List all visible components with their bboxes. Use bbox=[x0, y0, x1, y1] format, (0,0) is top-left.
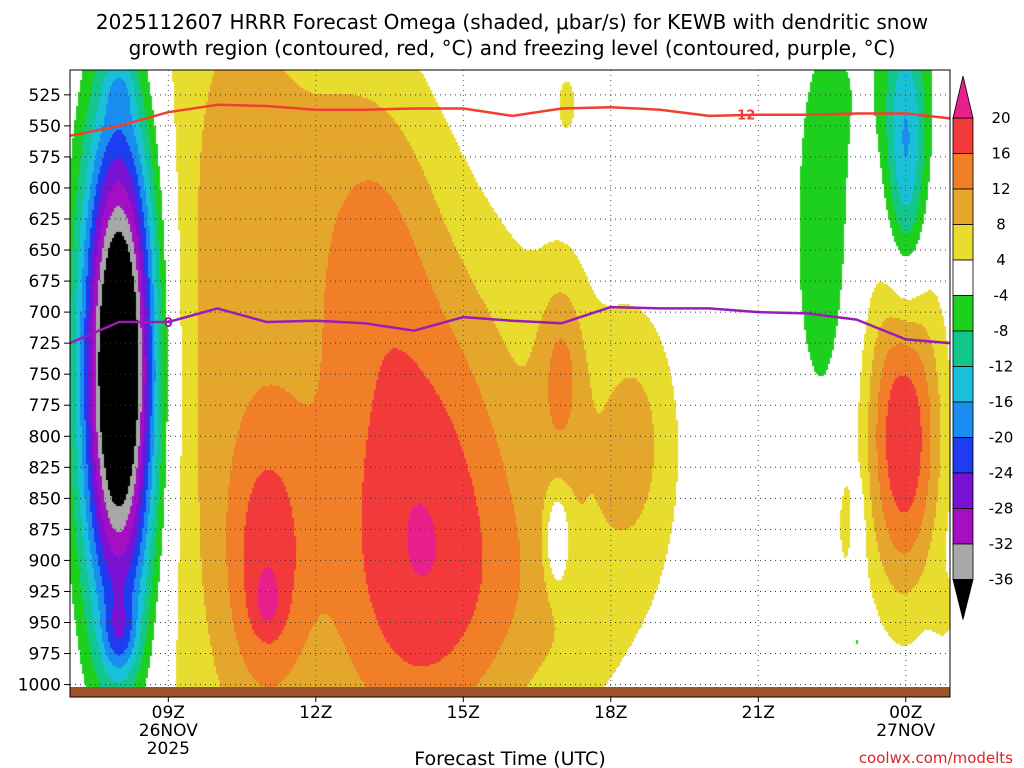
colorbar-swatch bbox=[952, 224, 974, 261]
y-tick-label: 575 bbox=[29, 148, 61, 168]
colorbar-swatch bbox=[952, 259, 974, 296]
colorbar-label: -36 bbox=[989, 571, 1014, 589]
colorbar-label: -20 bbox=[989, 429, 1014, 447]
contour-line-0 bbox=[70, 103, 950, 138]
colorbar-top-arrow bbox=[952, 75, 974, 119]
credit-text: coolwx.com/modelts bbox=[859, 749, 1013, 767]
y-tick-label: 1000 bbox=[18, 676, 61, 696]
colorbar-label: -12 bbox=[989, 358, 1014, 376]
omega-heatmap-image bbox=[70, 70, 950, 697]
x-tick-label: 18Z bbox=[594, 703, 627, 723]
colorbar-swatch bbox=[952, 188, 974, 225]
colorbar-label: 4 bbox=[996, 251, 1006, 269]
colorbar-swatch bbox=[952, 330, 974, 367]
y-tick-label: 600 bbox=[29, 179, 61, 199]
colorbar-label: -24 bbox=[989, 464, 1014, 482]
colorbar-label: 12 bbox=[991, 180, 1010, 198]
dotted-grid bbox=[70, 70, 950, 697]
y-tick-label: 525 bbox=[29, 86, 61, 106]
colorbar-label: 8 bbox=[996, 216, 1006, 234]
x-tick-label: 21Z bbox=[742, 703, 775, 723]
colorbar-label: 20 bbox=[991, 109, 1010, 127]
y-tick-label: 925 bbox=[29, 582, 61, 602]
y-tick-label: 625 bbox=[29, 210, 61, 230]
colorbar-swatch bbox=[952, 366, 974, 403]
contour-label-1: 0 bbox=[164, 316, 173, 331]
contour-line-1 bbox=[70, 305, 950, 345]
x-tick-label: 15Z bbox=[447, 703, 480, 723]
chart-title-line-2: growth region (contoured, red, °C) and f… bbox=[129, 36, 896, 60]
colorbar-swatch bbox=[952, 543, 974, 580]
y-tick-label: 725 bbox=[29, 334, 61, 354]
colorbar-label: -8 bbox=[994, 322, 1009, 340]
y-tick-label: 800 bbox=[29, 427, 61, 447]
y-tick-label: 850 bbox=[29, 489, 61, 509]
y-tick-label: 775 bbox=[29, 396, 61, 416]
pressure-axis: 525 550 575 600 625 650 675 700 725 750 775 800 825 8… bbox=[18, 86, 70, 696]
colorbar-swatch bbox=[952, 472, 974, 509]
y-tick-label: 650 bbox=[29, 241, 61, 261]
colorbar-swatch bbox=[952, 153, 974, 190]
colorbar-swatch bbox=[952, 401, 974, 438]
x-tick-label: 12Z bbox=[299, 703, 332, 723]
y-tick-label: 975 bbox=[29, 645, 61, 665]
x-axis-title: Forecast Time (UTC) bbox=[414, 748, 605, 768]
colorbar-bottom-arrow bbox=[952, 579, 974, 620]
colorbar-label: -4 bbox=[994, 287, 1009, 305]
plot-frame bbox=[69, 69, 951, 698]
x-tick-label: 26NOV bbox=[139, 721, 198, 741]
x-tick-label: 2025 bbox=[147, 739, 190, 759]
colorbar-label: -28 bbox=[989, 500, 1014, 518]
contour-label-0: -12 bbox=[732, 109, 756, 124]
colorbar-swatch bbox=[952, 295, 974, 332]
x-tick-label: 00Z bbox=[889, 703, 922, 723]
colorbar-label: -32 bbox=[989, 535, 1014, 553]
colorbar-swatch bbox=[952, 437, 974, 474]
y-tick-label: 900 bbox=[29, 551, 61, 571]
ground-band bbox=[70, 687, 950, 697]
y-tick-label: 550 bbox=[29, 117, 61, 137]
temperature-contours: -12 0 bbox=[70, 103, 950, 345]
colorbar-label: 16 bbox=[991, 145, 1010, 163]
y-tick-label: 875 bbox=[29, 520, 61, 540]
colorbar: 20 16 12 8 4 -4 -8 -12 -16 -20 -24 -28 -32 -36 bbox=[952, 75, 1014, 620]
colorbar-label: -16 bbox=[989, 393, 1014, 411]
x-tick-label: 09Z bbox=[152, 703, 185, 723]
chart-title-line-1: 2025112607 HRRR Forecast Omega (shaded, … bbox=[96, 10, 928, 34]
x-tick-label: 27NOV bbox=[876, 721, 935, 741]
y-tick-label: 825 bbox=[29, 458, 61, 478]
y-tick-label: 700 bbox=[29, 303, 61, 323]
omega-shading bbox=[70, 70, 950, 697]
colorbar-swatch bbox=[952, 508, 974, 545]
y-tick-label: 750 bbox=[29, 365, 61, 385]
y-tick-label: 950 bbox=[29, 614, 61, 634]
colorbar-swatch bbox=[952, 117, 974, 154]
y-tick-label: 675 bbox=[29, 272, 61, 292]
